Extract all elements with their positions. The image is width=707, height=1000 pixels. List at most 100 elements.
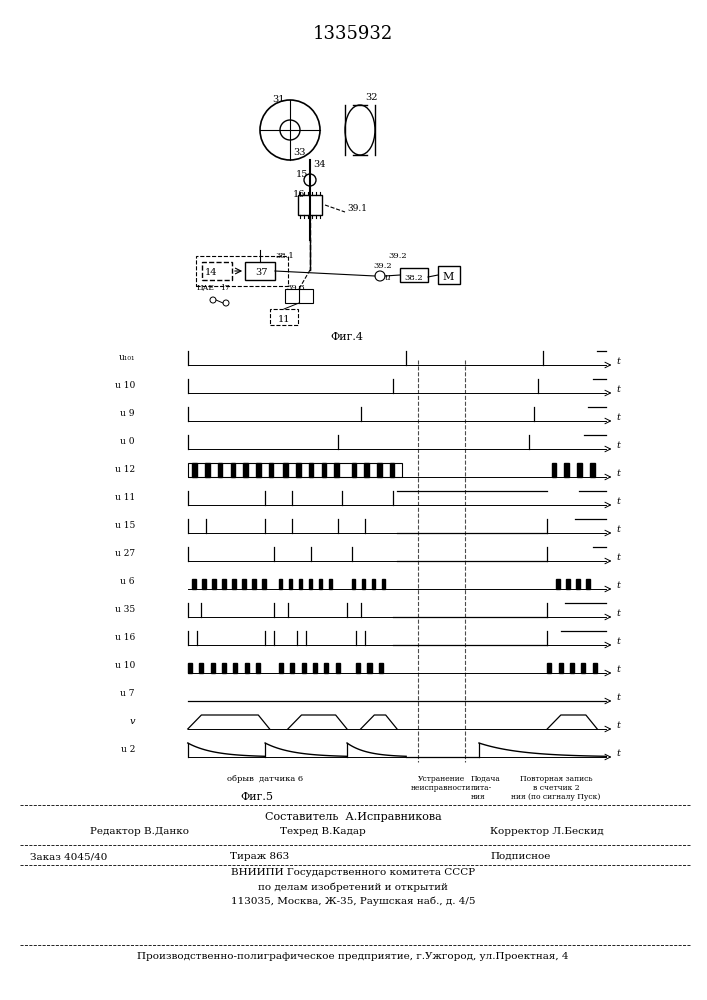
Text: 31: 31 [272, 95, 284, 104]
Bar [262, 579, 266, 589]
Text: t: t [617, 665, 620, 674]
Text: обрыв  датчика 6: обрыв датчика 6 [227, 775, 303, 783]
Bar [279, 579, 282, 589]
Bar [243, 463, 248, 477]
Bar [547, 662, 551, 673]
Text: u: u [384, 273, 390, 282]
Text: t: t [617, 581, 620, 590]
Bar [218, 463, 222, 477]
Bar [230, 463, 235, 477]
Bar [576, 579, 580, 589]
Text: 39.2: 39.2 [388, 252, 407, 260]
Bar [570, 662, 574, 673]
Bar [199, 662, 203, 673]
Text: Корректор Л.Бескид: Корректор Л.Бескид [490, 827, 604, 836]
Text: u 10: u 10 [115, 662, 135, 670]
Bar [269, 463, 274, 477]
Bar [205, 463, 209, 477]
Text: Составитель  А.Исправникова: Составитель А.Исправникова [264, 812, 441, 822]
Text: t: t [617, 721, 620, 730]
Bar [233, 579, 236, 589]
Bar [188, 463, 402, 477]
Bar [296, 463, 300, 477]
Bar [556, 579, 560, 589]
Text: u 9: u 9 [120, 410, 135, 418]
Bar [279, 662, 283, 673]
Bar [290, 662, 294, 673]
Text: t: t [617, 749, 620, 758]
Bar [590, 463, 595, 477]
Text: 39.2: 39.2 [373, 262, 392, 270]
Text: 14: 14 [205, 268, 218, 277]
Text: t: t [617, 497, 620, 506]
Bar [233, 662, 238, 673]
Bar [581, 662, 585, 673]
Text: 37: 37 [255, 268, 267, 277]
Text: 17: 17 [220, 284, 230, 292]
Bar [301, 662, 305, 673]
Text: Производственно-полиграфическое предприятие, г.Ужгород, ул.Проектная, 4: Производственно-полиграфическое предприя… [137, 952, 568, 961]
Bar [309, 463, 313, 477]
Bar [211, 662, 215, 673]
Text: Подписное: Подписное [490, 852, 550, 861]
Text: v: v [129, 718, 135, 726]
Text: 39.3: 39.3 [286, 284, 305, 292]
Text: 34: 34 [313, 160, 325, 169]
Text: u 11: u 11 [115, 493, 135, 502]
Text: 16: 16 [293, 190, 305, 199]
Text: t: t [617, 413, 620, 422]
Bar [212, 579, 216, 589]
Text: Устранение
неисправности: Устранение неисправности [411, 775, 472, 792]
Bar [336, 662, 340, 673]
Text: ЦАЕ: ЦАЕ [197, 284, 215, 292]
Text: 33: 33 [293, 148, 305, 157]
Bar [256, 662, 260, 673]
Bar [377, 463, 382, 477]
Text: 11: 11 [278, 315, 291, 324]
Text: M: M [442, 272, 453, 282]
Text: t: t [617, 385, 620, 394]
Text: Фиг.4: Фиг.4 [330, 332, 363, 342]
Bar [322, 463, 326, 477]
Text: Повторная запись
в счетчик 2
ния (по сигналу Пуск): Повторная запись в счетчик 2 ния (по сиг… [511, 775, 600, 801]
Text: по делам изобретений и открытий: по делам изобретений и открытий [258, 882, 448, 892]
Bar [368, 662, 372, 673]
Text: 38.2: 38.2 [404, 274, 423, 282]
Bar [325, 662, 328, 673]
Bar [202, 579, 206, 589]
Text: t: t [617, 469, 620, 478]
Text: 15: 15 [296, 170, 308, 179]
Bar [564, 463, 569, 477]
Text: 32: 32 [365, 93, 378, 102]
Bar [361, 579, 366, 589]
Text: Техред В.Кадар: Техред В.Кадар [280, 827, 366, 836]
Bar [319, 579, 322, 589]
Text: u 27: u 27 [115, 550, 135, 558]
Bar [298, 195, 322, 215]
Text: t: t [617, 693, 620, 702]
Text: Подача
пита-
ния: Подача пита- ния [470, 775, 500, 801]
Bar [288, 579, 293, 589]
Text: ВНИИПИ Государственного комитета СССР: ВНИИПИ Государственного комитета СССР [231, 868, 475, 877]
Bar [551, 463, 556, 477]
Text: 39.1: 39.1 [347, 204, 367, 213]
Bar [309, 579, 312, 589]
Text: Редактор В.Данко: Редактор В.Данко [90, 827, 189, 836]
Bar [313, 662, 317, 673]
Text: t: t [617, 637, 620, 646]
Bar [284, 463, 288, 477]
Bar [243, 579, 246, 589]
Text: u₁₀₁: u₁₀₁ [119, 354, 135, 362]
Text: u 16: u 16 [115, 634, 135, 643]
Bar [364, 463, 369, 477]
Text: u 2: u 2 [121, 746, 135, 754]
Bar [356, 662, 360, 673]
Bar [192, 463, 197, 477]
Text: t: t [617, 525, 620, 534]
Bar [372, 579, 375, 589]
Bar [256, 463, 261, 477]
Bar [351, 579, 355, 589]
Bar [299, 579, 303, 589]
Text: Тираж 863: Тираж 863 [230, 852, 289, 861]
Text: u 12: u 12 [115, 466, 135, 475]
